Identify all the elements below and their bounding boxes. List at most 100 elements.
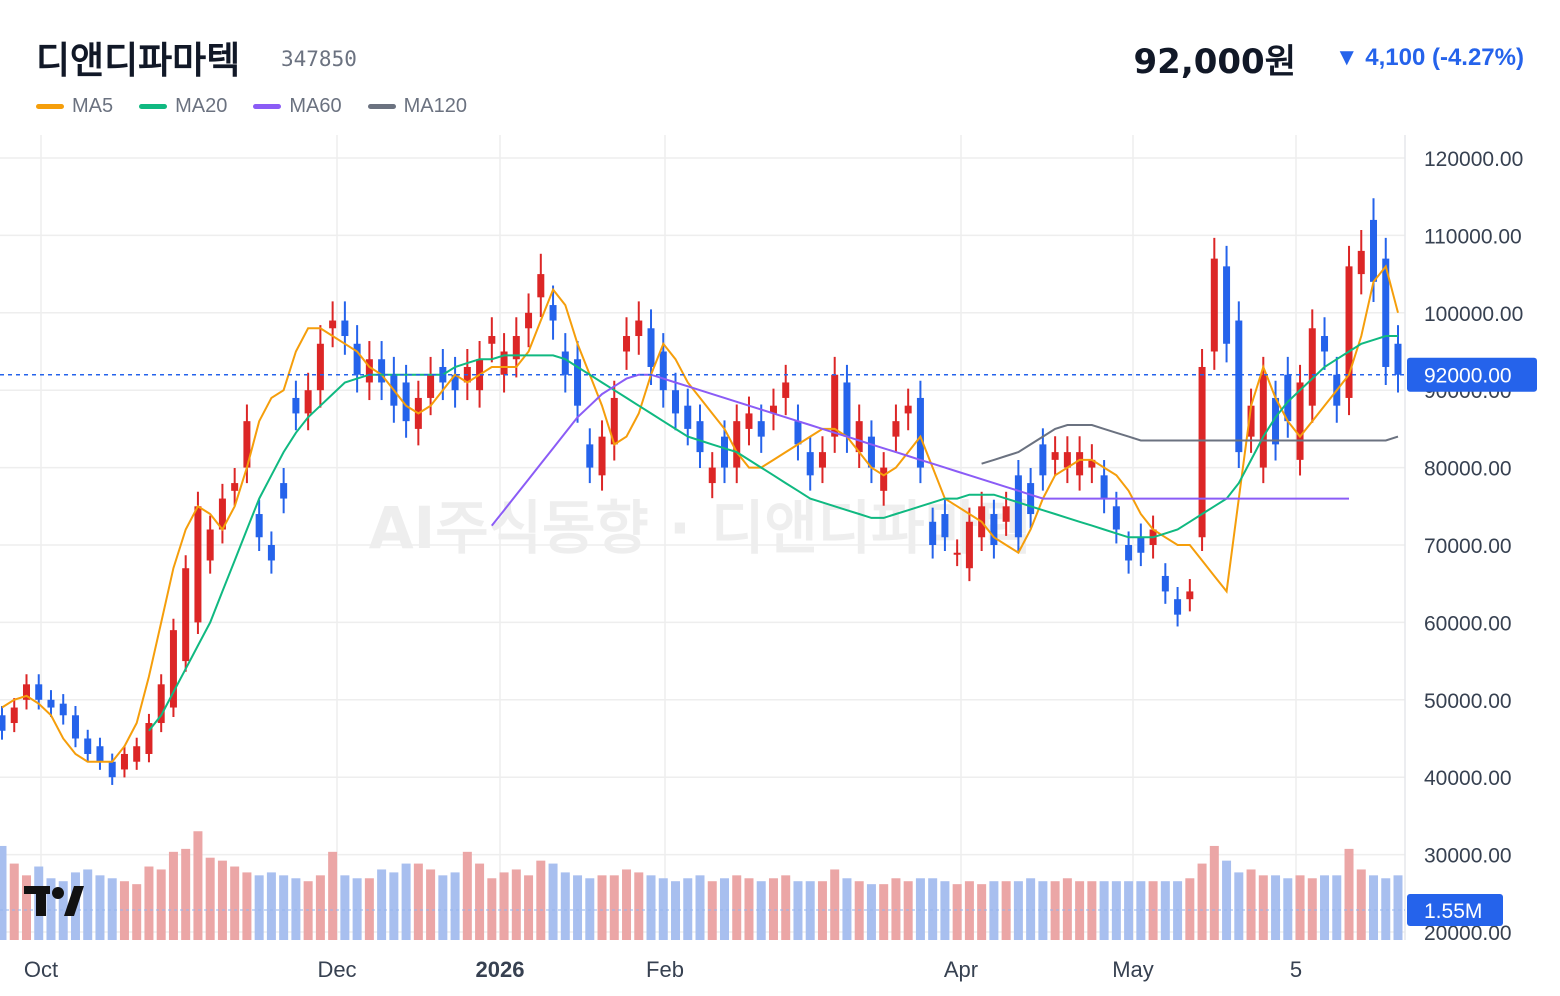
volume-bar (977, 884, 987, 940)
volume-bar (9, 863, 19, 940)
legend-item-ma60[interactable]: MA60 (253, 95, 342, 118)
candle-body (267, 545, 275, 561)
volume-bar (940, 881, 950, 940)
volume-bar (181, 848, 191, 940)
y-tick-label: 40000.00 (1424, 767, 1512, 790)
legend-item-ma5[interactable]: MA5 (36, 95, 113, 118)
x-tick-label: Oct (24, 957, 58, 982)
volume-bar (830, 869, 840, 940)
candle-body (0, 715, 6, 731)
volume-bar (303, 881, 313, 940)
candle-body (365, 359, 373, 383)
candle-body (525, 312, 533, 329)
candle-body (818, 452, 826, 468)
candle-body (623, 336, 631, 352)
y-tick-label: 100000.00 (1424, 303, 1523, 326)
volume-bar (242, 872, 252, 940)
volume-bar (1271, 875, 1281, 940)
candle-body (1076, 452, 1084, 476)
volume-bar (781, 875, 791, 940)
volume-bar (328, 851, 338, 940)
volume-bar (671, 881, 681, 940)
volume-bar (266, 872, 276, 940)
legend-item-ma20[interactable]: MA20 (139, 95, 227, 118)
volume-bar (1173, 881, 1183, 940)
ma-line-ma20 (148, 335, 1398, 732)
volume-bar (462, 851, 472, 940)
candle-body (672, 390, 680, 414)
volume-bar (1099, 881, 1109, 940)
volume-bar (585, 878, 595, 940)
volume-bar (915, 878, 925, 940)
candle-body (843, 382, 851, 437)
candle-body (1296, 382, 1304, 460)
volume-bar (805, 881, 815, 940)
volume-bar (401, 863, 411, 940)
candle-body (733, 421, 741, 468)
x-tick-label: Feb (646, 957, 684, 982)
candle-body (745, 413, 753, 429)
candle-body (990, 514, 998, 545)
candle-body (84, 738, 92, 754)
volume-bar (1320, 875, 1330, 940)
candle-body (880, 467, 888, 491)
volume-bar (1136, 881, 1146, 940)
legend-label: MA60 (289, 95, 342, 117)
candle-body (59, 703, 67, 716)
volume-bar (1185, 878, 1195, 940)
candle-body (708, 467, 716, 484)
ma20-swatch (139, 104, 168, 109)
volume-bar (230, 866, 240, 940)
candle-body (133, 746, 141, 762)
candle-body (916, 397, 924, 468)
y-tick-label: 60000.00 (1424, 612, 1512, 635)
y-tick-label: 120000.00 (1424, 148, 1523, 171)
candle-body (1100, 475, 1108, 499)
volume-bar (193, 831, 203, 940)
volume-bar (413, 863, 423, 940)
volume-bar (1295, 875, 1305, 940)
candle-body (157, 684, 165, 724)
candle-body (635, 320, 643, 337)
x-tick-label: Apr (944, 957, 978, 982)
current-price: 92,000원 (1133, 42, 1296, 82)
volume-bar (768, 878, 778, 940)
candle-body (647, 328, 655, 367)
chart-header: 디앤디파마텍 347850 92,000원 ▼ 4,100 (-4.27%) M… (0, 0, 1560, 130)
candle-body (194, 506, 202, 623)
volume-bar (793, 881, 803, 940)
x-tick-label: 2026 (476, 957, 525, 982)
stock-name: 디앤디파마텍 (36, 39, 241, 82)
candle-body (378, 359, 386, 383)
volume-bar (21, 875, 31, 940)
volume-bar (1001, 881, 1011, 940)
candle-body (1125, 545, 1133, 561)
legend-item-ma120[interactable]: MA120 (367, 95, 467, 118)
y-tick-label: 30000.00 (1424, 845, 1512, 868)
x-tick-label: May (1112, 957, 1154, 982)
candle-body (831, 374, 839, 437)
volume-bar (854, 881, 864, 940)
ma120-swatch (367, 104, 396, 109)
candle-body (610, 397, 618, 445)
ma-line-ma60 (491, 373, 1349, 527)
volume-bar (279, 875, 289, 940)
candle-body (965, 521, 973, 569)
candle-body (108, 761, 116, 778)
candle-body (769, 405, 777, 414)
candle-body (1088, 459, 1096, 468)
candle-body (1014, 475, 1022, 538)
volume-bar (1075, 881, 1085, 940)
volume-bar (1222, 860, 1232, 940)
volume-bar (1148, 881, 1158, 940)
volume-bar (83, 869, 93, 940)
volume-bar (903, 881, 913, 940)
legend-label: MA20 (175, 95, 228, 117)
volume-bar (1393, 875, 1403, 940)
volume-bar (536, 860, 546, 940)
candle-body (904, 405, 912, 414)
candle-body (1027, 483, 1035, 515)
candle-body (145, 723, 153, 754)
y-tick-label: 50000.00 (1424, 690, 1512, 713)
